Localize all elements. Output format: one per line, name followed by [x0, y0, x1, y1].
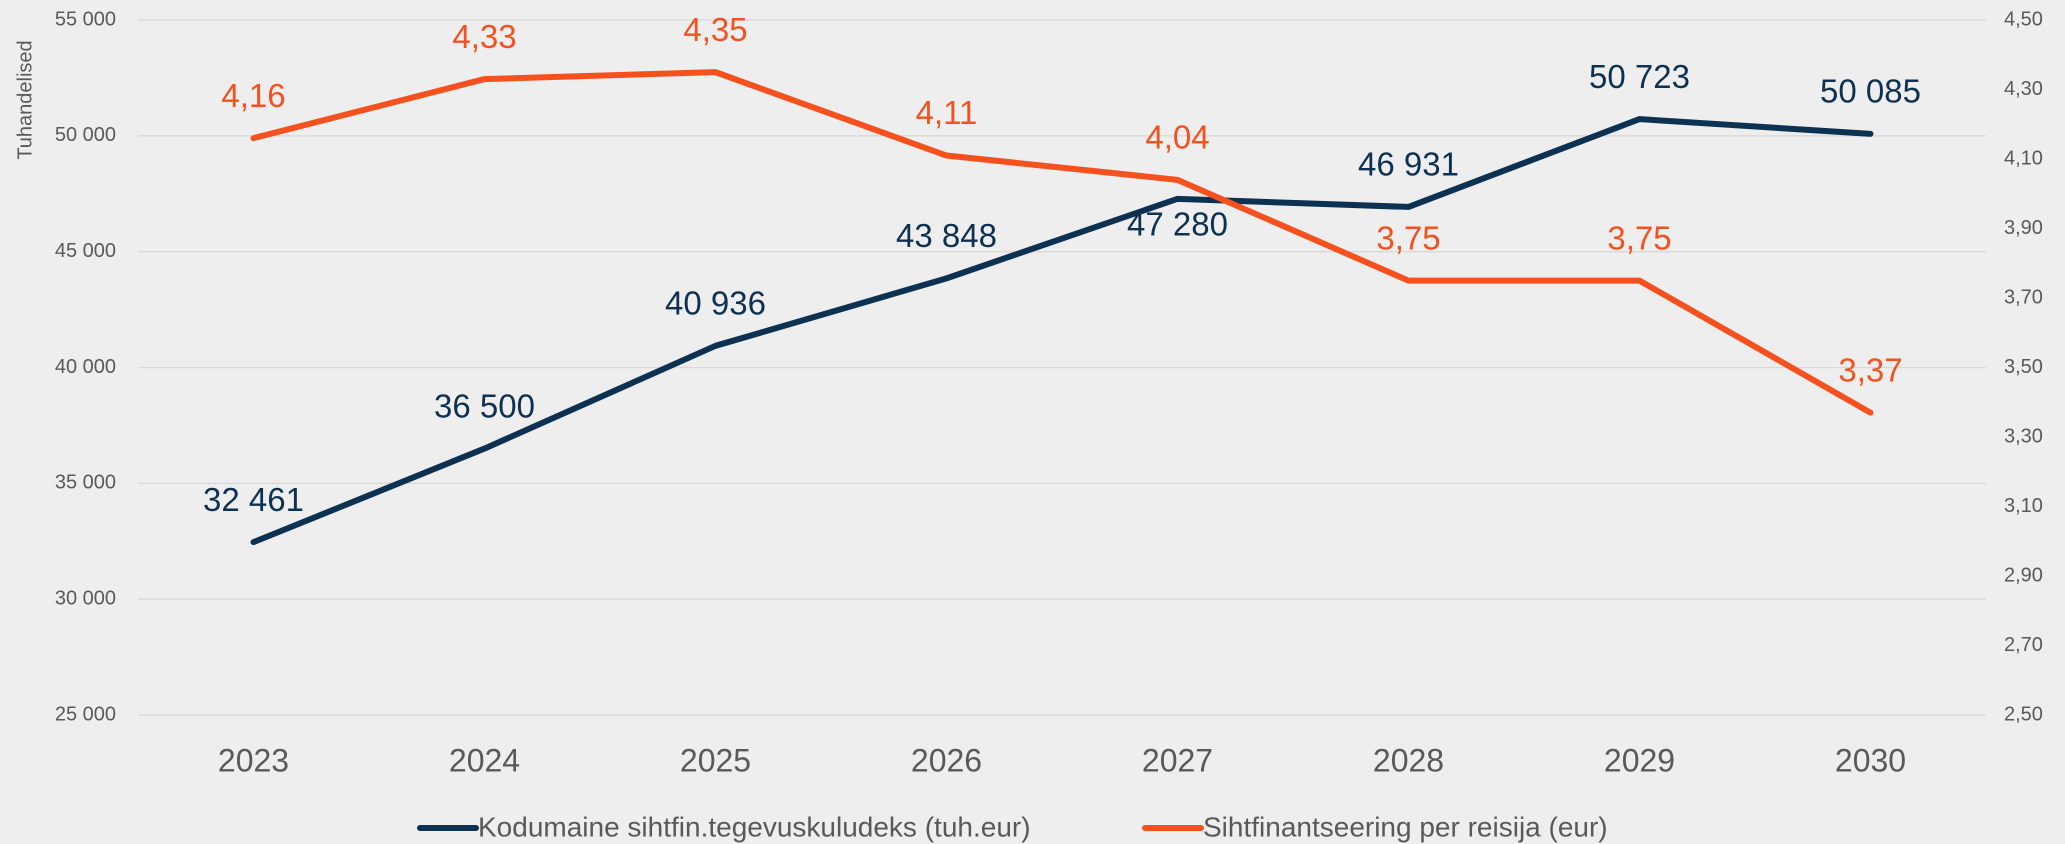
y2-tick-label: 4,10 [2004, 147, 2043, 169]
y2-tick-label: 4,50 [2004, 8, 2043, 30]
line [250, 69, 1874, 416]
y2-tick-label: 2,70 [2004, 634, 2043, 656]
data-label: 4,16 [221, 77, 285, 114]
x-tick-label: 2028 [1373, 742, 1444, 778]
data-label: 4,04 [1145, 119, 1209, 156]
data-label: 4,33 [452, 18, 516, 55]
y2-tick-label: 2,50 [2004, 703, 2043, 725]
line [250, 116, 1874, 546]
data-label: 36 500 [434, 387, 535, 424]
y-tick-label: 35 000 [55, 472, 116, 494]
data-label: 43 848 [896, 217, 997, 254]
y2-tick-label: 3,30 [2004, 425, 2043, 447]
y-tick-label: 45 000 [55, 240, 116, 262]
y-tick-label: 50 000 [55, 124, 116, 146]
data-label: 3,75 [1376, 219, 1440, 256]
x-tick-label: 2030 [1835, 742, 1906, 778]
y2-tick-label: 4,30 [2004, 78, 2043, 100]
y-tick-label: 55 000 [55, 8, 116, 30]
data-label: 50 723 [1589, 58, 1690, 95]
y2-tick-label: 3,90 [2004, 217, 2043, 239]
data-label: 3,37 [1838, 351, 1902, 388]
legend-label: Sihtfinantseering per reisija (eur) [1203, 811, 1608, 842]
data-label: 46 931 [1358, 146, 1459, 183]
x-tick-label: 2023 [218, 742, 289, 778]
data-label: 47 280 [1127, 206, 1228, 243]
data-label: 40 936 [665, 285, 766, 322]
data-label: 32 461 [203, 481, 304, 518]
legend-label: Kodumaine sihtfin.tegevuskuludeks (tuh.e… [478, 811, 1031, 842]
x-tick-label: 2027 [1142, 742, 1213, 778]
y-tick-label: 30 000 [55, 587, 116, 609]
y-tick-label: 40 000 [55, 356, 116, 378]
x-tick-label: 2024 [449, 742, 520, 778]
x-tick-label: 2029 [1604, 742, 1675, 778]
data-label: 50 085 [1820, 73, 1921, 110]
data-label: 4,35 [683, 11, 747, 48]
data-label: 3,75 [1607, 219, 1671, 256]
y2-tick-label: 3,70 [2004, 286, 2043, 308]
x-tick-label: 2025 [680, 742, 751, 778]
data-label: 4,11 [916, 94, 978, 131]
y-tick-label: 25 000 [55, 703, 116, 725]
y2-tick-label: 2,90 [2004, 564, 2043, 586]
x-tick-label: 2026 [911, 742, 982, 778]
y-axis-label: Tuhandelised [14, 40, 36, 159]
y2-tick-label: 3,10 [2004, 495, 2043, 517]
y2-tick-label: 3,50 [2004, 356, 2043, 378]
